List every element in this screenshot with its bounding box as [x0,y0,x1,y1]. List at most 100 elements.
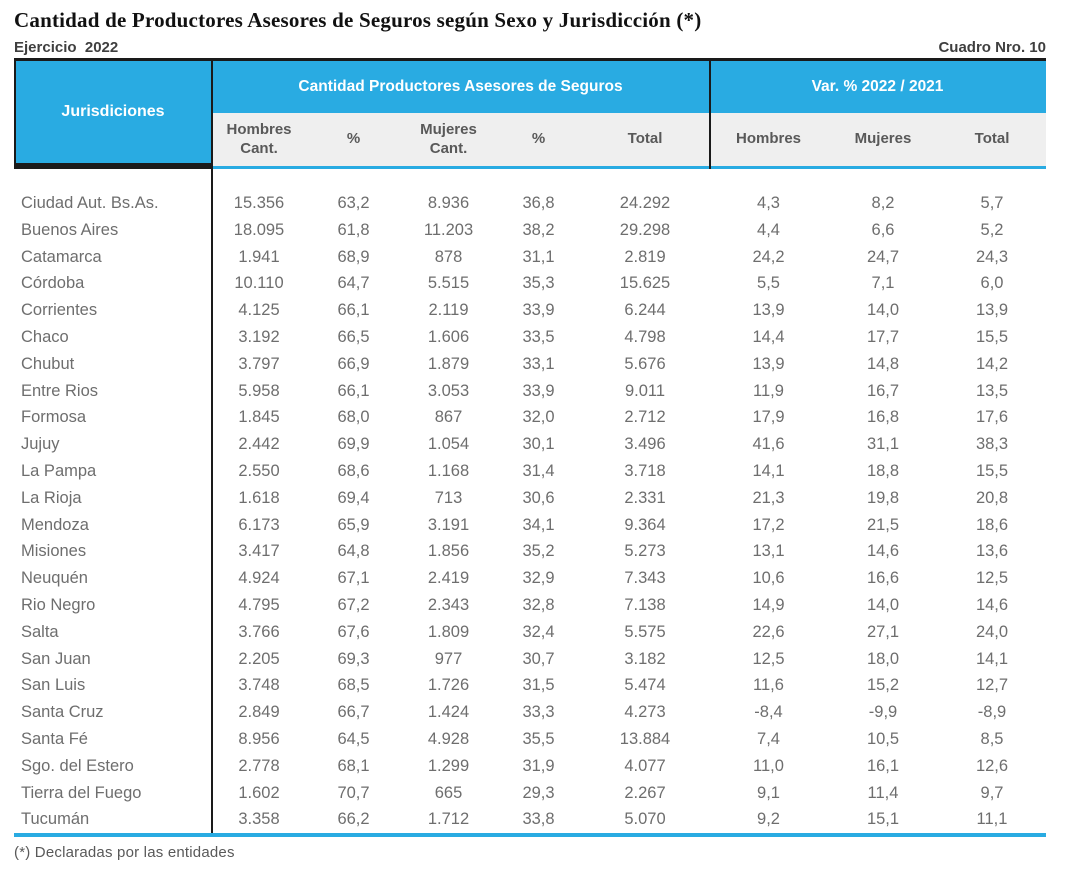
value-cell: 67,6 [337,622,370,641]
value-cell: 24.292 [619,194,671,212]
value-cell: 16,1 [866,756,900,775]
value-cell: 12,5 [975,569,1009,588]
value-cell: 2.442 [238,435,280,454]
value-cell: 8,2 [871,194,895,212]
value-cell: 65,9 [337,515,370,534]
value-cell: 15,2 [866,676,900,695]
value-cell: 13,5 [975,381,1009,400]
value-cell: 14,9 [752,595,785,614]
value-cell: 16,6 [866,569,900,588]
column-header-var-hombres: Hombres [709,113,828,166]
value-cell: 7.138 [624,595,666,614]
value-cell: 61,8 [337,220,370,239]
value-cell: 5.515 [427,274,470,293]
value-cell: 33,9 [522,381,555,400]
column-header-pct-hombres: % [306,113,401,166]
value-cell: 18,8 [866,461,900,480]
value-cell: 7,4 [757,729,780,748]
value-cell: 18,6 [975,515,1009,534]
column-header-var-total: Total [938,113,1046,166]
value-cell: 16,7 [866,381,900,400]
column-header-pct-mujeres: % [496,113,581,166]
jurisdiction-name: Rio Negro [21,595,96,614]
value-cell: 24,7 [866,247,900,266]
value-cell: 67,2 [337,595,370,614]
value-cell: 38,3 [975,435,1009,454]
value-cell: 3.417 [238,542,280,561]
value-cell: 9,1 [757,783,780,802]
value-cell: 35,2 [522,542,555,561]
value-cell: 14,6 [866,542,900,561]
value-cell: 12,6 [975,756,1009,775]
value-cell: 1.809 [427,622,470,641]
value-cell: 33,9 [522,301,555,320]
value-cell: 29.298 [619,220,671,239]
table-row: Ciudad Aut. Bs.As. 15.356 63,2 8.936 36,8 24.… [14,190,1046,217]
value-cell: 5.958 [238,381,280,400]
value-cell: 15.625 [619,274,671,293]
exercise-year-label: Ejercicio 2022 [14,39,119,56]
value-cell: 64,5 [337,729,370,748]
value-cell: 1.602 [238,783,280,802]
table-row: San Juan 2.205 69,3 977 30,7 3.182 12,5 18,0 14,… [14,646,1046,673]
value-cell: 10,6 [752,569,785,588]
jurisdiction-name: Buenos Aires [21,220,119,239]
value-cell: 11,4 [867,783,899,802]
value-cell: 68,1 [337,756,370,775]
group-header-cantidad: Cantidad Productores Asesores de Seguros [212,61,709,113]
table-row: Santa Cruz 2.849 66,7 1.424 33,3 4.273 -8,4 -9,… [14,699,1046,726]
jurisdiction-name: Tucumán [21,810,90,829]
value-cell: 3.748 [238,676,280,695]
value-cell: 977 [434,649,463,668]
jurisdiction-name: Mendoza [21,515,89,534]
value-cell: 13,1 [752,542,785,561]
value-cell: 4.273 [624,703,666,722]
jurisdiction-name: Salta [21,622,59,641]
value-cell: 3.053 [427,381,470,400]
value-cell: 33,3 [522,703,555,722]
value-cell: 3.797 [238,354,280,373]
jurisdiction-name: Ciudad Aut. Bs.As. [21,194,159,212]
value-cell: 8.956 [238,729,280,748]
value-cell: 14,2 [975,354,1009,373]
value-cell: 11,0 [753,756,784,775]
value-cell: 5,2 [980,220,1004,239]
value-cell: 67,1 [337,569,370,588]
value-cell: 35,3 [522,274,555,293]
value-cell: 14,6 [975,595,1009,614]
value-cell: 1.712 [427,810,470,829]
value-cell: 7,1 [871,274,895,293]
page-title: Cantidad de Productores Asesores de Segu… [14,8,702,32]
value-cell: 8,5 [980,729,1004,748]
value-cell: 1.606 [427,327,470,346]
value-cell: 4.798 [624,327,666,346]
subtitle-row: Ejercicio 2022 Cuadro Nro. 10 [14,39,1046,56]
value-cell: 33,1 [522,354,555,373]
value-cell: 4.928 [427,729,470,748]
value-cell: 32,4 [522,622,555,641]
table-row: Misiones 3.417 64,8 1.856 35,2 5.273 13,1 14,6 1… [14,538,1046,565]
jurisdiction-name: Córdoba [21,274,85,293]
jurisdiction-name: Chaco [21,327,69,346]
value-cell: 2.331 [624,488,666,507]
value-cell: 6,6 [871,220,895,239]
value-cell: 31,1 [866,435,900,454]
value-cell: 1.299 [427,756,470,775]
table-row: La Rioja 1.618 69,4 713 30,6 2.331 21,3 19,8 20,… [14,485,1046,512]
value-cell: 3.358 [238,810,280,829]
table-row: Sgo. del Estero 2.778 68,1 1.299 31,9 4.077 11… [14,753,1046,780]
corner-header-jurisdictions: Jurisdiciones [14,61,212,166]
value-cell: 14,0 [866,595,900,614]
value-cell: 8.936 [427,194,470,212]
value-cell: 66,1 [337,301,370,320]
value-cell: 17,2 [752,515,785,534]
value-cell: 15,5 [975,327,1009,346]
value-cell: 4.795 [238,595,280,614]
value-cell: 13,9 [752,354,785,373]
table-number-label: Cuadro Nro. 10 [938,39,1046,56]
table-row: Tucumán 3.358 66,2 1.712 33,8 5.070 9,2 15,1 11,… [14,806,1046,833]
value-cell: 4,4 [757,220,780,239]
value-cell: 2.849 [238,703,280,722]
value-cell: 17,6 [975,408,1009,427]
statistics-table: Jurisdiciones Cantidad Productores Aseso… [14,58,1046,838]
